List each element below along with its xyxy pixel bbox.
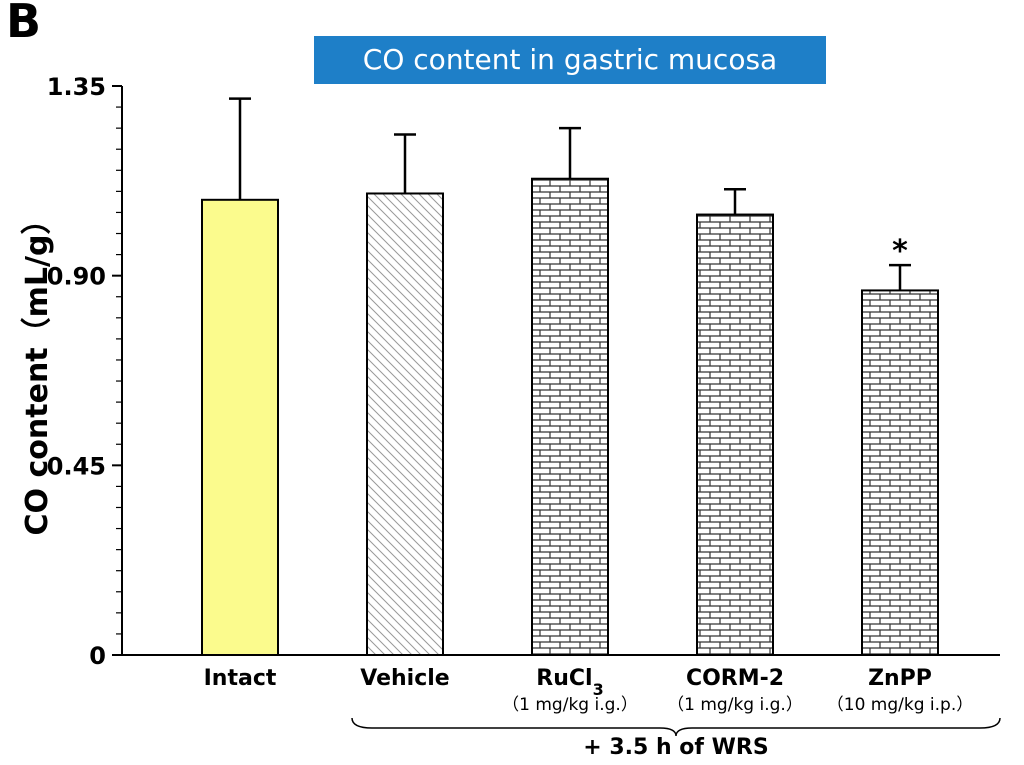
bar	[201, 198, 279, 657]
y-tick-label: 0.90	[47, 263, 106, 291]
panel-label: B	[6, 0, 42, 48]
bar	[531, 177, 609, 656]
x-tick-label-subscript: 3	[593, 680, 604, 699]
x-tick-label: CORM-2	[686, 666, 784, 691]
x-tick-label: Vehicle	[360, 666, 449, 691]
bar	[861, 289, 939, 656]
x-tick-sublabel: （1 mg/kg i.g.）	[502, 695, 638, 715]
y-tick-label: 1.35	[47, 73, 106, 101]
group-brace-label: + 3.5 h of WRS	[583, 735, 768, 760]
x-tick-sublabel: （10 mg/kg i.p.）	[827, 695, 973, 715]
bar	[696, 213, 774, 656]
y-tick-label: 0	[89, 642, 106, 670]
y-tick-label: 0.45	[47, 452, 106, 480]
significance-marker: *	[892, 234, 908, 269]
chart-title: CO content in gastric mucosa	[314, 36, 826, 84]
x-tick-label: ZnPP	[868, 666, 932, 691]
x-tick-sublabel: （1 mg/kg i.g.）	[667, 695, 803, 715]
x-tick-label: RuCl3	[536, 666, 603, 699]
bar	[366, 192, 444, 656]
group-brace	[351, 717, 1001, 737]
x-tick-label: Intact	[204, 666, 277, 691]
